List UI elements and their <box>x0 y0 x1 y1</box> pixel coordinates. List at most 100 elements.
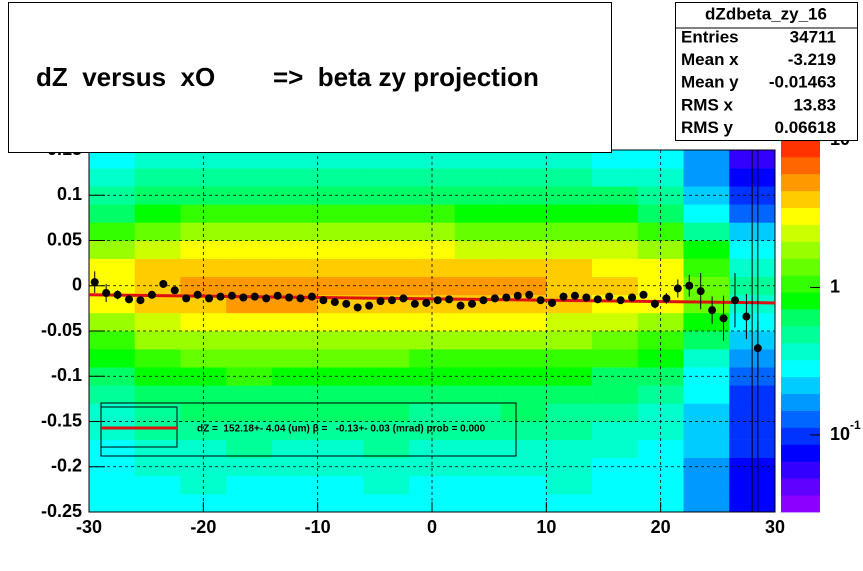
x-tick-label: 10 <box>536 517 556 537</box>
profile-point <box>365 301 374 310</box>
heatmap-cell <box>454 349 501 368</box>
heatmap-cell <box>317 367 364 386</box>
heatmap-cell <box>134 403 181 422</box>
heatmap-cell <box>454 312 501 332</box>
profile-point <box>742 312 751 321</box>
heatmap-cell <box>637 331 684 350</box>
z-tick-base: 1 <box>830 276 840 296</box>
heatmap-cell <box>271 349 318 368</box>
profile-point <box>205 294 214 303</box>
z-tick-exponent: -1 <box>850 418 861 432</box>
heatmap-cell <box>592 367 639 386</box>
heatmap-cell <box>546 421 593 440</box>
heatmap-cell <box>317 258 364 277</box>
heatmap-cell <box>363 439 410 458</box>
profile-point <box>662 294 671 303</box>
heatmap-cell <box>637 349 684 368</box>
heatmap-cell <box>454 276 501 296</box>
heatmap-cell <box>683 421 730 440</box>
heatmap-cell <box>180 475 227 495</box>
heatmap-cell <box>317 385 364 404</box>
heatmap-cell <box>500 312 547 332</box>
heatmap-cell <box>134 150 181 169</box>
heatmap-cell <box>637 385 684 404</box>
heatmap-cell <box>592 331 639 350</box>
heatmap-cell <box>271 331 318 350</box>
palette-band <box>781 275 820 293</box>
heatmap-cell <box>409 222 456 241</box>
heatmap-cell <box>271 168 318 187</box>
palette-band <box>781 393 820 411</box>
stats-value: 34711 <box>790 27 836 46</box>
heatmap-cell <box>226 186 273 205</box>
heatmap-cell <box>317 222 364 241</box>
heatmap-cell <box>683 475 730 495</box>
heatmap-cell <box>592 294 639 314</box>
heatmap-cell <box>226 294 273 314</box>
heatmap-cell <box>134 168 181 187</box>
profile-point <box>170 286 179 295</box>
heatmap-cell <box>500 150 547 169</box>
y-tick-label: -0.25 <box>41 501 82 521</box>
heatmap-cell <box>592 385 639 404</box>
heatmap-cell <box>592 186 639 205</box>
heatmap-cell <box>409 421 456 440</box>
profile-point <box>593 295 602 304</box>
heatmap-cell <box>454 457 501 477</box>
stats-value: 0.06618 <box>775 118 836 137</box>
profile-point <box>262 294 271 303</box>
heatmap-cell <box>454 240 501 259</box>
heatmap-cell <box>363 240 410 259</box>
heatmap-cell <box>592 403 639 422</box>
heatmap-cell <box>637 312 684 332</box>
profile-point <box>616 296 625 305</box>
palette-band <box>781 173 820 192</box>
heatmap-cell <box>592 258 639 277</box>
heatmap-cell <box>134 493 181 513</box>
heatmap-cell <box>500 403 547 422</box>
profile-point <box>113 290 122 299</box>
heatmap-cell <box>180 385 227 404</box>
heatmap-cell <box>683 312 730 332</box>
heatmap-cell <box>271 439 318 458</box>
heatmap-cell <box>226 385 273 404</box>
heatmap-cell <box>592 439 639 458</box>
heatmap-cell <box>683 457 730 477</box>
heatmap-cell <box>637 258 684 277</box>
heatmap-cell <box>317 150 364 169</box>
stats-label: RMS x <box>681 95 734 114</box>
heatmap-cell <box>180 349 227 368</box>
profile-point <box>136 296 145 305</box>
heatmap-cell <box>317 312 364 332</box>
heatmap-cell <box>592 457 639 477</box>
legend-text: dZ = 152.18+- 4.04 (um) β = -0.13+- 0.03… <box>197 424 486 435</box>
heatmap-cell <box>89 421 136 440</box>
heatmap-cell <box>226 367 273 386</box>
stats-label: Entries <box>681 27 739 46</box>
x-tick-label: -20 <box>190 517 216 537</box>
heatmap-cell <box>363 204 410 223</box>
profile-point <box>582 293 591 302</box>
heatmap-cell <box>180 312 227 332</box>
heatmap-cell <box>409 204 456 223</box>
z-tick-base: 10 <box>830 424 850 444</box>
heatmap-cell <box>683 150 730 169</box>
heatmap-cell <box>271 475 318 495</box>
heatmap-cell <box>134 475 181 495</box>
heatmap-cell <box>454 204 501 223</box>
heatmap-cell <box>454 439 501 458</box>
heatmap-cell <box>317 475 364 495</box>
profile-point <box>273 291 282 300</box>
profile-point <box>456 301 465 310</box>
chart-title: dZ versus xO => beta zy projection <box>36 62 539 92</box>
heatmap-cell <box>454 475 501 495</box>
palette-band <box>781 140 820 158</box>
stats-box <box>675 2 858 141</box>
profile-point <box>125 295 134 304</box>
profile-point <box>376 297 385 306</box>
profile-point <box>410 299 419 308</box>
profile-point <box>559 292 568 301</box>
profile-point <box>628 293 637 302</box>
heatmap-cell <box>226 421 273 440</box>
